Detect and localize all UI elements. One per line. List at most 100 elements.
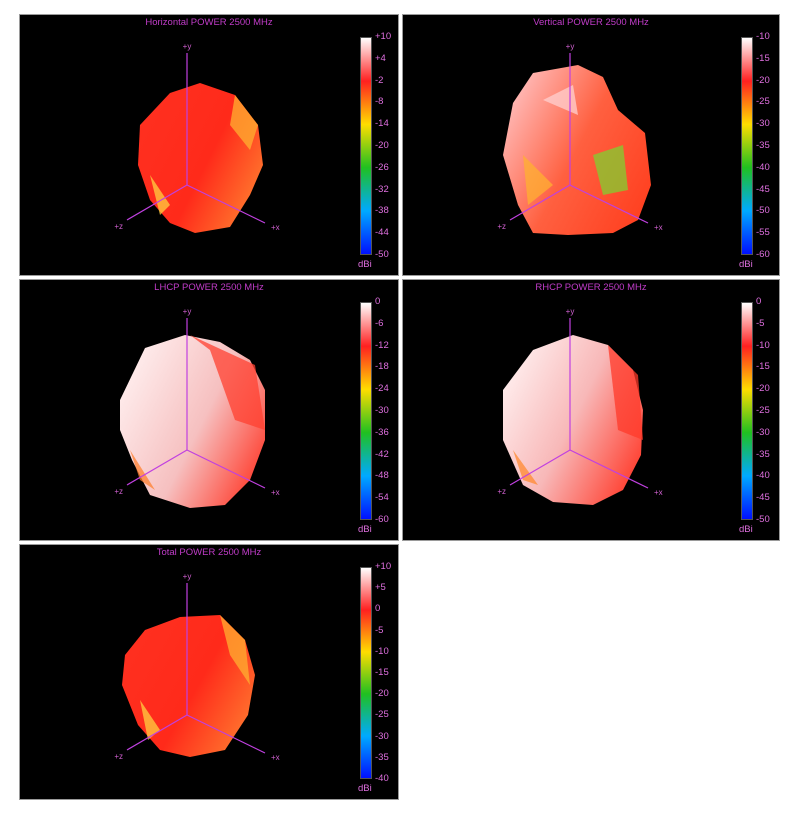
colorbar-tick: -6 [375, 317, 384, 329]
colorbar-tick: -12 [375, 339, 389, 351]
pattern-surface [122, 615, 255, 757]
colorbar-tick: -26 [375, 161, 389, 173]
colorbar-tick: -20 [375, 140, 389, 151]
pattern-facet [150, 175, 170, 215]
axis-label: +x [271, 488, 280, 497]
colorbar-tick: -25 [756, 96, 770, 108]
colorbar-tick: -35 [756, 140, 770, 151]
axis-label: +x [654, 223, 663, 232]
axis-label: +x [271, 223, 280, 232]
colorbar-tick: -50 [756, 205, 770, 217]
chart-title: Vertical POWER 2500 MHz [533, 17, 649, 28]
colorbar-tick: 0 [375, 603, 381, 615]
axis-label: +z [497, 222, 506, 231]
colorbar-tick: -50 [756, 514, 770, 525]
axis-label: +x [271, 753, 280, 762]
colorbar-unit: dBi [358, 524, 372, 535]
colorbar-tick: -40 [375, 773, 389, 784]
axis-label: +z [114, 487, 123, 496]
pattern-surface [503, 65, 651, 235]
colorbar-tick: -14 [375, 118, 389, 130]
colorbar-tick: -30 [375, 405, 389, 416]
colorbar-tick: -5 [375, 624, 384, 636]
radiation-pattern-panel: Vertical POWER 2500 MHz +y +z +x -10 -15 -20 -2… [402, 14, 780, 276]
colorbar-unit: dBi [358, 783, 372, 794]
colorbar-tick: -45 [756, 183, 770, 195]
colorbar [360, 567, 372, 779]
colorbar-tick: -32 [375, 183, 389, 195]
colorbar-tick: -38 [375, 205, 389, 217]
pattern-surface [138, 83, 263, 233]
colorbar-tick: -10 [756, 339, 770, 351]
colorbar-tick: -40 [756, 161, 770, 173]
chart-title: Horizontal POWER 2500 MHz [145, 17, 273, 28]
colorbar-unit: dBi [358, 259, 372, 270]
colorbar-tick: -55 [756, 227, 770, 239]
pattern-surface [503, 335, 643, 505]
axis-line [126, 449, 188, 486]
colorbar-tick: -18 [375, 361, 389, 373]
colorbar-tick: -24 [375, 383, 389, 395]
colorbar-tick: -35 [375, 751, 389, 763]
pattern-facet [593, 145, 628, 195]
colorbar [741, 37, 753, 255]
pattern-plot: +y +z +x [497, 42, 663, 235]
colorbar-tick: -2 [375, 74, 384, 86]
pattern-facet [220, 615, 250, 685]
colorbar [360, 302, 372, 520]
axis-line [126, 184, 188, 221]
axis-line [509, 184, 571, 221]
axis-line [509, 449, 571, 486]
colorbar-tick: -54 [375, 492, 389, 504]
axis-line [569, 184, 649, 224]
colorbar [360, 37, 372, 255]
colorbar-tick: -44 [375, 227, 389, 239]
radiation-pattern-panel: Horizontal POWER 2500 MHz +y +z +x +10 +4 -2 -8… [19, 14, 399, 276]
colorbar-tick: -20 [375, 688, 389, 700]
radiation-pattern-panel: LHCP POWER 2500 MHz +y +z +x 0 -6 -12 -18 -24 -30… [19, 279, 399, 541]
colorbar-tick: -40 [756, 470, 770, 482]
colorbar-unit: dBi [739, 524, 753, 535]
axis-label: +y [566, 307, 575, 316]
axis-line [186, 184, 266, 224]
colorbar-tick: -30 [756, 118, 770, 130]
colorbar-tick: -8 [375, 96, 384, 108]
colorbar-tick: -10 [756, 31, 770, 42]
colorbar-tick: -60 [756, 249, 770, 260]
pattern-plot: +y +z +x [114, 307, 280, 508]
pattern-facet [608, 345, 643, 440]
colorbar-tick: -45 [756, 492, 770, 504]
pattern-plot: +y +z +x [114, 572, 280, 762]
colorbar-tick: -25 [756, 405, 770, 416]
axis-line [569, 449, 649, 489]
axis-label: +x [654, 488, 663, 497]
pattern-facet [130, 450, 155, 490]
pattern-facet [543, 85, 578, 115]
pattern-plot: +y +z +x [114, 42, 280, 233]
pattern-facet [523, 155, 553, 205]
axis-label: +y [183, 307, 192, 316]
colorbar-tick: -30 [375, 730, 389, 742]
colorbar-tick: -25 [375, 709, 389, 721]
chart-title: RHCP POWER 2500 MHz [535, 282, 647, 293]
colorbar-tick: -35 [756, 448, 770, 460]
radiation-pattern-panel: RHCP POWER 2500 MHz +y +z +x 0 -5 -10 -15 -20 -25… [402, 279, 780, 541]
colorbar-tick: -5 [756, 317, 765, 329]
colorbar-tick: -15 [756, 361, 770, 373]
colorbar-tick: +10 [375, 31, 392, 42]
colorbar-tick: 0 [756, 296, 762, 307]
colorbar-tick: -50 [375, 249, 389, 260]
colorbar-tick: -30 [756, 426, 770, 438]
colorbar-tick: -10 [375, 645, 389, 657]
radiation-pattern-panel: Total POWER 2500 MHz +y +z +x +10 +5 0 -5 -10 -15… [19, 544, 399, 800]
pattern-facet [190, 335, 265, 430]
axis-label: +y [566, 42, 575, 51]
axis-label: +z [114, 752, 123, 761]
colorbar-tick: -15 [756, 52, 770, 64]
chart-title: LHCP POWER 2500 MHz [154, 282, 264, 293]
axis-label: +z [114, 222, 123, 231]
colorbar-tick: -42 [375, 448, 389, 460]
colorbar-tick: 0 [375, 296, 381, 307]
axis-line [126, 714, 188, 751]
axis-label: +y [183, 572, 192, 581]
